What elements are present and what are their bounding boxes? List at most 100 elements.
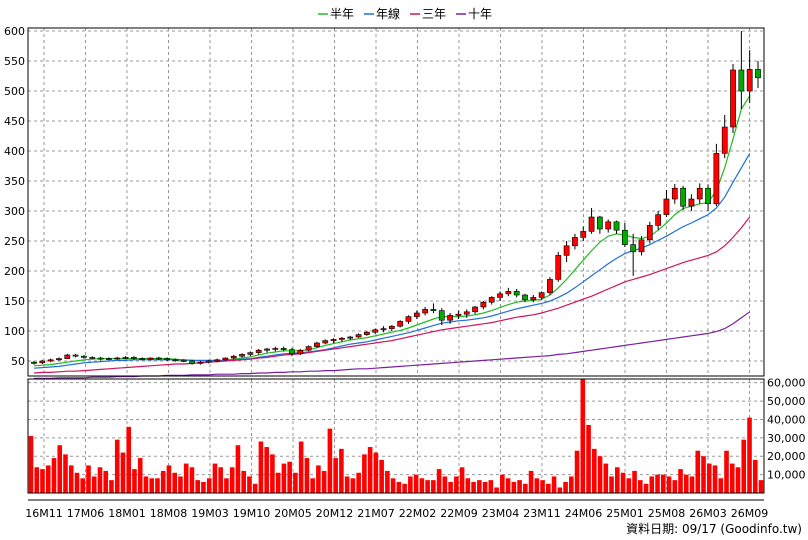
candle-body	[322, 340, 329, 344]
volume-bar	[224, 478, 229, 493]
volume-bar	[275, 472, 281, 493]
candle-body	[472, 306, 478, 313]
price-tick-label: 500	[4, 85, 25, 98]
volume-bar	[304, 458, 310, 493]
volume-bar	[678, 469, 683, 493]
candle-body	[97, 357, 104, 360]
volume-bar	[459, 467, 465, 493]
volume-bar	[45, 465, 51, 493]
volume-bar	[500, 474, 505, 493]
data-date-footer: 資料日期: 09/17 (Goodinfo.tw)	[626, 522, 802, 536]
volume-bar	[609, 476, 614, 493]
volume-bar	[672, 480, 678, 493]
candle-body	[106, 358, 112, 360]
candle-body	[239, 354, 245, 357]
candle-body	[530, 297, 537, 301]
x-tick-label: 24M06	[565, 507, 603, 520]
volume-bar	[109, 480, 114, 493]
price-tick-label: 450	[4, 115, 25, 128]
volume-bar	[752, 459, 758, 493]
candle-body	[139, 358, 146, 360]
volume-bar	[241, 470, 246, 493]
volume-bar	[569, 476, 574, 493]
candle-body	[580, 231, 587, 238]
price-tick-label: 100	[4, 325, 25, 338]
price-tick-label: 350	[4, 175, 25, 188]
candle-body	[122, 357, 129, 359]
volume-bar	[350, 478, 356, 493]
volume-bar	[178, 476, 183, 493]
candle-body	[505, 291, 512, 295]
volume-bar	[40, 469, 45, 493]
volume-bar	[316, 465, 321, 493]
volume-bar	[114, 439, 120, 493]
x-tick-label: 25M08	[648, 507, 686, 520]
volume-axis: 10,000 20,000 30,000 40,000 50,000 60,000	[767, 377, 806, 482]
volume-bar	[747, 417, 752, 493]
volume-bar	[425, 480, 430, 493]
candle-body	[255, 349, 262, 353]
volume-bar	[758, 480, 764, 493]
volume-bar	[229, 467, 235, 493]
volume-bar	[592, 448, 597, 493]
volume-bar	[373, 452, 379, 493]
volume-bar	[718, 478, 724, 493]
volume-bar	[615, 467, 620, 493]
candle-body	[247, 352, 254, 355]
x-tick-label: 26M09	[731, 507, 769, 520]
volume-bar	[195, 480, 200, 493]
volume-bar	[270, 454, 275, 493]
volume-bar	[396, 481, 402, 493]
candle-body	[572, 237, 578, 247]
candle-body	[422, 309, 429, 314]
candle-body	[447, 315, 453, 321]
candle-body	[713, 153, 720, 205]
candle-body	[222, 357, 229, 361]
x-axis: 16M11 17M06 18M01 18M08 19M03 19M10 20M05 20M12…	[25, 507, 768, 520]
x-tick-label: 23M11	[523, 507, 561, 520]
candle-body	[297, 349, 304, 355]
volume-bar	[724, 450, 729, 493]
candle-body	[230, 355, 237, 359]
x-tick-label: 19M03	[191, 507, 229, 520]
volume-bar	[528, 470, 534, 493]
volume-bar	[586, 424, 591, 493]
candle-body	[180, 360, 187, 362]
candle-body	[438, 310, 445, 321]
price-tick-label: 300	[4, 205, 25, 218]
candle-body	[172, 359, 179, 362]
volume-tick-label: 50,000	[767, 395, 806, 408]
volume-bar	[683, 474, 689, 493]
volume-bar	[465, 478, 471, 493]
volume-bar	[413, 474, 419, 493]
candle-body	[555, 255, 562, 280]
candle-body	[155, 357, 162, 360]
x-tick-label: 22M02	[399, 507, 437, 520]
volume-bar	[505, 478, 511, 493]
candle-body	[597, 216, 603, 230]
volume-bar	[293, 472, 298, 493]
candle-body	[455, 313, 462, 316]
candle-body	[347, 336, 354, 339]
candle-body	[305, 346, 312, 351]
volume-bar	[511, 481, 517, 493]
volume-bar	[563, 481, 568, 493]
volume-bar	[637, 480, 643, 493]
volume-bar	[247, 476, 252, 493]
volume-bar	[436, 469, 442, 493]
candle-body	[755, 69, 761, 79]
x-tick-label: 26M03	[689, 507, 727, 520]
volume-bar	[74, 472, 80, 493]
candle-body	[31, 361, 37, 364]
candle-body	[738, 69, 745, 92]
volume-bar	[327, 428, 333, 493]
volume-bar	[339, 448, 344, 493]
legend: 半年 年線 三年 十年	[318, 6, 492, 21]
volume-bar	[632, 470, 637, 493]
volume-bar	[729, 463, 735, 493]
volume-bar	[287, 461, 292, 493]
candle-body	[513, 291, 520, 296]
candle-body	[289, 349, 295, 355]
candle-body	[680, 187, 686, 207]
x-tick-label: 17M06	[67, 507, 105, 520]
